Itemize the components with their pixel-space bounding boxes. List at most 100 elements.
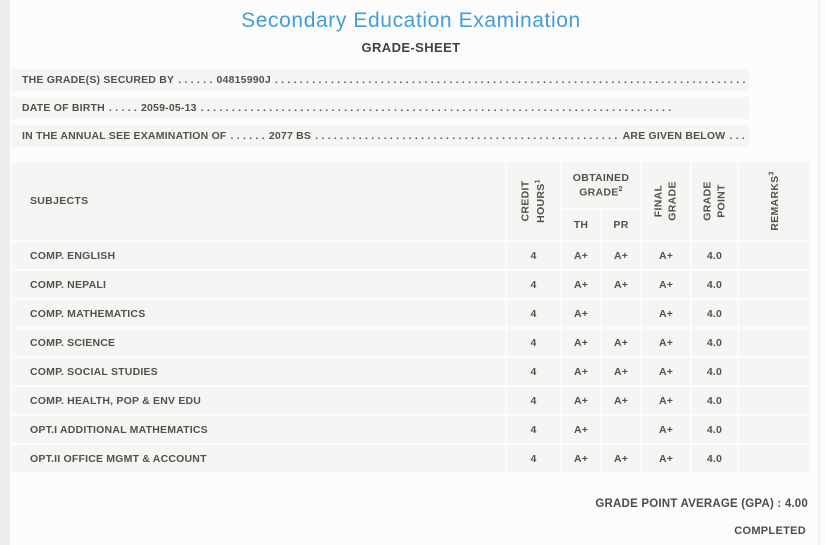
- subject-cell: OPT.I ADDITIONAL MATHEMATICS: [12, 416, 505, 443]
- final-grade-cell: A+: [642, 387, 690, 414]
- document-subtitle: GRADE-SHEET: [361, 40, 461, 55]
- grade-point-cell: 4.0: [692, 329, 737, 356]
- gpa-value: 4.00: [784, 498, 808, 510]
- subject-cell: COMP. NEPALI: [12, 271, 505, 298]
- completion-status: COMPLETED: [734, 525, 806, 537]
- th-grade-cell: A+: [562, 242, 600, 269]
- table-row: COMP. MATHEMATICS 4 A+ A+ 4.0: [12, 300, 810, 327]
- grade-point-cell: 4.0: [692, 387, 737, 414]
- th-grade-cell: A+: [562, 358, 600, 385]
- are-given-below-label: ARE GIVEN BELOW: [622, 130, 726, 142]
- grades-table: SUBJECTS CREDIT HOURS1 OBTAINED GRADE2 TH …: [12, 162, 810, 472]
- pr-grade-cell: A+: [602, 358, 640, 385]
- date-of-birth-value: 2059-05-13: [140, 102, 197, 114]
- table-body: COMP. ENGLISH 4 A+ A+ A+ 4.0 COMP. NEPAL…: [12, 242, 810, 472]
- gpa-label: GRADE POINT AVERAGE (GPA) :: [595, 498, 782, 510]
- th-grade-cell: A+: [562, 271, 600, 298]
- remarks-cell: [739, 242, 810, 269]
- subject-cell: COMP. MATHEMATICS: [12, 300, 505, 327]
- obtained-grade-column-group: OBTAINED GRADE2 TH PR: [562, 162, 640, 240]
- info-lines: THE GRADE(S) SECURED BY . . . . . . 0481…: [12, 69, 810, 147]
- pr-grade-cell: [602, 300, 640, 327]
- final-grade-cell: A+: [642, 329, 690, 356]
- subject-cell: OPT.II OFFICE MGMT & ACCOUNT: [12, 445, 505, 472]
- dot-leader: . . . . . . . . . . . . . . . . . . . . …: [274, 74, 745, 86]
- page-right-margin: [818, 0, 820, 545]
- remarks-cell: [739, 329, 810, 356]
- remarks-cell: [739, 387, 810, 414]
- dot-leader: . . . . . .: [230, 130, 265, 142]
- credit-hours-cell: 4: [507, 329, 560, 356]
- dot-leader: . . . . . .: [178, 74, 213, 86]
- page-title: Secondary Education Examination: [241, 9, 581, 32]
- credit-hours-cell: 4: [507, 271, 560, 298]
- gpa-summary: GRADE POINT AVERAGE (GPA) : 4.00: [12, 498, 810, 510]
- subject-cell: COMP. SCIENCE: [12, 329, 505, 356]
- th-grade-cell: A+: [562, 329, 600, 356]
- remarks-column-header: REMARKS3: [739, 162, 810, 240]
- date-of-birth-line: DATE OF BIRTH . . . . . 2059-05-13 . . .…: [12, 97, 749, 119]
- symbol-number-value: 04815990J: [216, 74, 271, 86]
- examination-line: IN THE ANNUAL SEE EXAMINATION OF . . . .…: [12, 125, 749, 147]
- remarks-cell: [739, 271, 810, 298]
- table-row: COMP. NEPALI 4 A+ A+ A+ 4.0: [12, 271, 810, 298]
- pr-grade-cell: A+: [602, 445, 640, 472]
- examination-label: IN THE ANNUAL SEE EXAMINATION OF: [22, 130, 227, 142]
- pr-grade-cell: A+: [602, 387, 640, 414]
- subject-cell: COMP. HEALTH, POP & ENV EDU: [12, 387, 505, 414]
- grade-point-cell: 4.0: [692, 300, 737, 327]
- table-row: OPT.II OFFICE MGMT & ACCOUNT 4 A+ A+ A+ …: [12, 445, 810, 472]
- table-row: COMP. SCIENCE 4 A+ A+ A+ 4.0: [12, 329, 810, 356]
- th-grade-cell: A+: [562, 300, 600, 327]
- th-subcolumn-header: TH: [562, 210, 600, 240]
- subject-cell: COMP. SOCIAL STUDIES: [12, 358, 505, 385]
- table-row: COMP. SOCIAL STUDIES 4 A+ A+ A+ 4.0: [12, 358, 810, 385]
- page-left-margin: [0, 0, 10, 545]
- remarks-cell: [739, 445, 810, 472]
- grade-point-cell: 4.0: [692, 271, 737, 298]
- pr-grade-cell: [602, 416, 640, 443]
- th-grade-cell: A+: [562, 387, 600, 414]
- credit-hours-cell: 4: [507, 300, 560, 327]
- credit-hours-cell: 4: [507, 387, 560, 414]
- date-of-birth-label: DATE OF BIRTH: [22, 102, 105, 114]
- final-grade-cell: A+: [642, 445, 690, 472]
- grades-secured-label: THE GRADE(S) SECURED BY: [22, 74, 175, 86]
- th-grade-cell: A+: [562, 416, 600, 443]
- obtained-grade-header: OBTAINED GRADE2: [562, 162, 640, 208]
- final-grade-cell: A+: [642, 358, 690, 385]
- table-header-row: SUBJECTS CREDIT HOURS1 OBTAINED GRADE2 TH …: [12, 162, 810, 240]
- remarks-cell: [739, 358, 810, 385]
- grade-sheet-document: Secondary Education Examination GRADE-SH…: [12, 0, 810, 537]
- final-grade-cell: A+: [642, 416, 690, 443]
- final-grade-cell: A+: [642, 271, 690, 298]
- dot-leader: . . . . .: [108, 102, 137, 114]
- credit-hours-cell: 4: [507, 358, 560, 385]
- grades-secured-line: THE GRADE(S) SECURED BY . . . . . . 0481…: [12, 69, 749, 91]
- final-grade-column-header: FINAL GRADE: [642, 162, 690, 240]
- dot-leader: . . . . . . . . . . . . . . . . . . . . …: [200, 102, 672, 114]
- th-grade-cell: A+: [562, 445, 600, 472]
- table-row: COMP. HEALTH, POP & ENV EDU 4 A+ A+ A+ 4…: [12, 387, 810, 414]
- grade-point-cell: 4.0: [692, 416, 737, 443]
- remarks-cell: [739, 300, 810, 327]
- credit-hours-cell: 4: [507, 445, 560, 472]
- remarks-cell: [739, 416, 810, 443]
- grade-point-cell: 4.0: [692, 358, 737, 385]
- table-row: OPT.I ADDITIONAL MATHEMATICS 4 A+ A+ 4.0: [12, 416, 810, 443]
- pr-grade-cell: A+: [602, 242, 640, 269]
- grade-point-column-header: GRADE POINT: [692, 162, 737, 240]
- grade-point-cell: 4.0: [692, 445, 737, 472]
- grade-point-cell: 4.0: [692, 242, 737, 269]
- subject-cell: COMP. ENGLISH: [12, 242, 505, 269]
- final-grade-cell: A+: [642, 242, 690, 269]
- credit-hours-cell: 4: [507, 416, 560, 443]
- examination-year-value: 2077 BS: [268, 130, 312, 142]
- credit-hours-cell: 4: [507, 242, 560, 269]
- final-grade-cell: A+: [642, 300, 690, 327]
- subjects-column-header: SUBJECTS: [12, 162, 505, 240]
- table-row: COMP. ENGLISH 4 A+ A+ A+ 4.0: [12, 242, 810, 269]
- pr-grade-cell: A+: [602, 271, 640, 298]
- dot-leader: . . .: [729, 130, 745, 142]
- credit-hours-column-header: CREDIT HOURS1: [507, 162, 560, 240]
